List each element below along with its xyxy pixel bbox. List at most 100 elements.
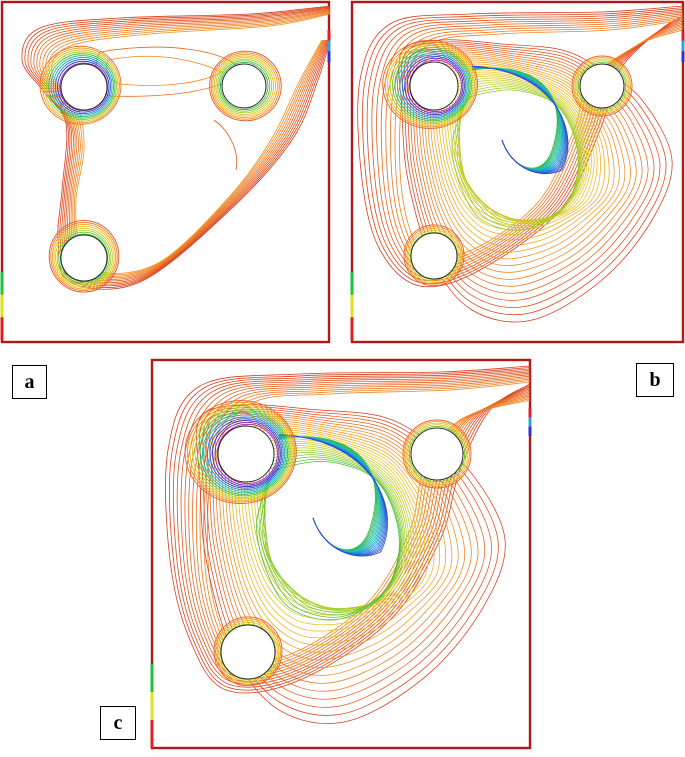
- cavity-wall-c: [150, 358, 532, 750]
- panel-label-b: b: [636, 363, 674, 397]
- streamline-c: [206, 381, 531, 662]
- halo-c1-ring: [202, 412, 287, 494]
- wake-contour-c: [279, 436, 380, 552]
- halo-c1-ring: [194, 407, 291, 498]
- halo-c3-ring: [216, 620, 280, 684]
- vortex-contour-c: [227, 427, 441, 646]
- vortex-contour-c: [230, 429, 435, 639]
- halo-c2-ring: [404, 421, 470, 487]
- halo-b2-ring: [573, 57, 631, 115]
- halo-a1-ring: [52, 57, 113, 116]
- contour-a: [106, 55, 223, 86]
- halo-c1-ring: [212, 420, 281, 488]
- panel-c: [150, 358, 532, 750]
- halo-b3-ring: [408, 229, 460, 282]
- halo-b1-ring: [382, 39, 478, 129]
- panel-label-a: a: [12, 365, 47, 399]
- vortex-contour-b: [412, 49, 643, 287]
- halo-c3-ring: [219, 623, 277, 680]
- cavity-wall-b: [350, 0, 685, 344]
- halo-a3-ring: [58, 231, 110, 284]
- halo-b1-ring: [404, 56, 465, 116]
- vortex-contour-b: [406, 45, 655, 301]
- halo-a2-ring: [213, 55, 276, 117]
- vortex-contour-b: [435, 65, 601, 235]
- halo-c1-ring: [192, 405, 293, 500]
- halo-b2-ring: [576, 60, 628, 112]
- vortex-contour-c: [243, 438, 418, 616]
- halo-c2-ring: [405, 422, 469, 486]
- halo-c3-ring: [213, 616, 283, 687]
- halo-a3-ring: [59, 233, 109, 282]
- vortex-contour-b: [398, 39, 673, 323]
- vortex-contour-c: [262, 452, 404, 612]
- cylinder-c-top-right: [410, 427, 464, 481]
- streamline-a: [33, 8, 331, 283]
- wake-contour-b: [471, 65, 568, 174]
- wake-contour-c: [279, 436, 379, 552]
- halo-c3-ring: [215, 618, 281, 685]
- vortex-contour-c: [215, 418, 466, 676]
- vortex-contour-b: [451, 89, 579, 231]
- vortex-contour-b: [446, 73, 590, 222]
- panel-label-c: c: [100, 706, 136, 740]
- cylinder-a-top-right: [221, 63, 267, 109]
- halo-b3-ring: [405, 226, 463, 285]
- vortex-contour-c: [224, 424, 447, 653]
- halo-a1-ring: [59, 62, 108, 111]
- vortex-contour-b: [420, 55, 626, 266]
- halo-a2-ring: [218, 60, 271, 112]
- cavity-wall-a: [0, 0, 331, 344]
- wake-contour-b: [471, 67, 561, 170]
- streamline-a: [27, 7, 331, 287]
- halo-c1-ring: [187, 401, 296, 503]
- halo-a2-ring: [216, 58, 273, 114]
- streamline-c: [188, 374, 531, 676]
- halo-c1-ring: [184, 400, 297, 505]
- halo-c1-ring: [197, 409, 290, 497]
- vortex-contour-c: [196, 404, 506, 724]
- halo-b2-ring: [571, 55, 633, 117]
- halo-a1-ring: [54, 58, 111, 115]
- wake-contour-b: [471, 65, 569, 175]
- streamline-c: [180, 371, 531, 682]
- contour-a: [213, 119, 238, 171]
- halo-a3-ring: [53, 225, 115, 289]
- vortex-contour-b: [437, 67, 598, 231]
- halo-a1-ring: [39, 45, 122, 125]
- halo-b3-ring: [403, 224, 465, 287]
- vortex-contour-c: [199, 406, 499, 716]
- streamline-a: [42, 11, 331, 279]
- halo-c1-ring: [207, 416, 284, 491]
- halo-a3-ring: [51, 223, 117, 290]
- streamline-a: [36, 9, 331, 282]
- vortex-contour-b: [454, 87, 580, 229]
- halo-b1-ring: [396, 50, 470, 120]
- streamline-a: [51, 13, 331, 274]
- halo-a1-ring: [57, 60, 110, 113]
- streamline-c: [184, 372, 531, 679]
- cylinder-b-bottom-left: [410, 232, 458, 280]
- streamline-c: [169, 367, 531, 691]
- cylinder-a-top-left: [60, 63, 108, 111]
- halo-b1-ring: [401, 54, 467, 117]
- cylinder-b-top-right: [579, 63, 625, 109]
- halo-b3-ring: [406, 228, 462, 284]
- vortex-contour-b: [440, 69, 595, 227]
- vortex-contour-c: [250, 443, 412, 611]
- wake-contour-c: [279, 433, 388, 557]
- streamline-a: [45, 12, 331, 277]
- halo-a3-ring: [50, 222, 118, 292]
- halo-b1-ring: [406, 57, 464, 114]
- halo-b1-ring: [392, 46, 473, 123]
- streamline-a: [21, 5, 331, 290]
- halo-c2-ring: [407, 424, 467, 484]
- halo-a2-ring: [212, 53, 278, 119]
- halo-c1-ring: [204, 414, 286, 492]
- vortex-contour-c: [208, 413, 479, 692]
- halo-a1-ring: [41, 47, 120, 124]
- halo-b1-ring: [384, 41, 477, 128]
- halo-c1-ring: [214, 421, 280, 486]
